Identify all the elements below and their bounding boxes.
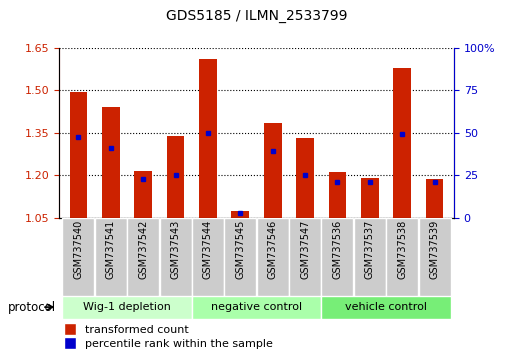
Bar [199,59,217,218]
Bar [102,107,120,218]
Text: GSM737546: GSM737546 [268,220,278,279]
Text: GSM737538: GSM737538 [397,220,407,279]
Bar [328,172,346,218]
Text: GSM737547: GSM737547 [300,220,310,279]
Bar [393,68,411,218]
Text: GSM737543: GSM737543 [170,220,181,279]
Text: GSM737545: GSM737545 [235,220,245,279]
Bar [361,178,379,218]
FancyBboxPatch shape [256,218,289,296]
Bar [167,136,185,218]
FancyBboxPatch shape [224,218,256,296]
FancyBboxPatch shape [95,218,127,296]
Text: vehicle control: vehicle control [345,302,427,312]
Bar [70,92,87,218]
Bar [296,138,314,218]
FancyBboxPatch shape [289,218,321,296]
Text: GSM737541: GSM737541 [106,220,116,279]
Bar [321,296,451,319]
Text: GSM737537: GSM737537 [365,220,375,279]
Text: protocol: protocol [8,301,56,314]
FancyBboxPatch shape [160,218,191,296]
Bar [426,179,443,218]
Bar [231,211,249,218]
Text: GSM737544: GSM737544 [203,220,213,279]
Legend: transformed count, percentile rank within the sample: transformed count, percentile rank withi… [65,324,272,349]
FancyBboxPatch shape [322,218,353,296]
FancyBboxPatch shape [192,218,224,296]
Text: GDS5185 / ILMN_2533799: GDS5185 / ILMN_2533799 [166,9,347,23]
Bar [264,123,282,218]
Bar [62,296,192,319]
FancyBboxPatch shape [63,218,94,296]
Text: GSM737542: GSM737542 [138,220,148,279]
Bar [134,171,152,218]
Text: negative control: negative control [211,302,302,312]
Text: GSM737536: GSM737536 [332,220,343,279]
FancyBboxPatch shape [419,218,450,296]
Text: GSM737540: GSM737540 [73,220,84,279]
FancyBboxPatch shape [354,218,386,296]
Text: GSM737539: GSM737539 [429,220,440,279]
Bar [192,296,321,319]
Text: Wig-1 depletion: Wig-1 depletion [83,302,171,312]
FancyBboxPatch shape [386,218,418,296]
FancyBboxPatch shape [127,218,159,296]
